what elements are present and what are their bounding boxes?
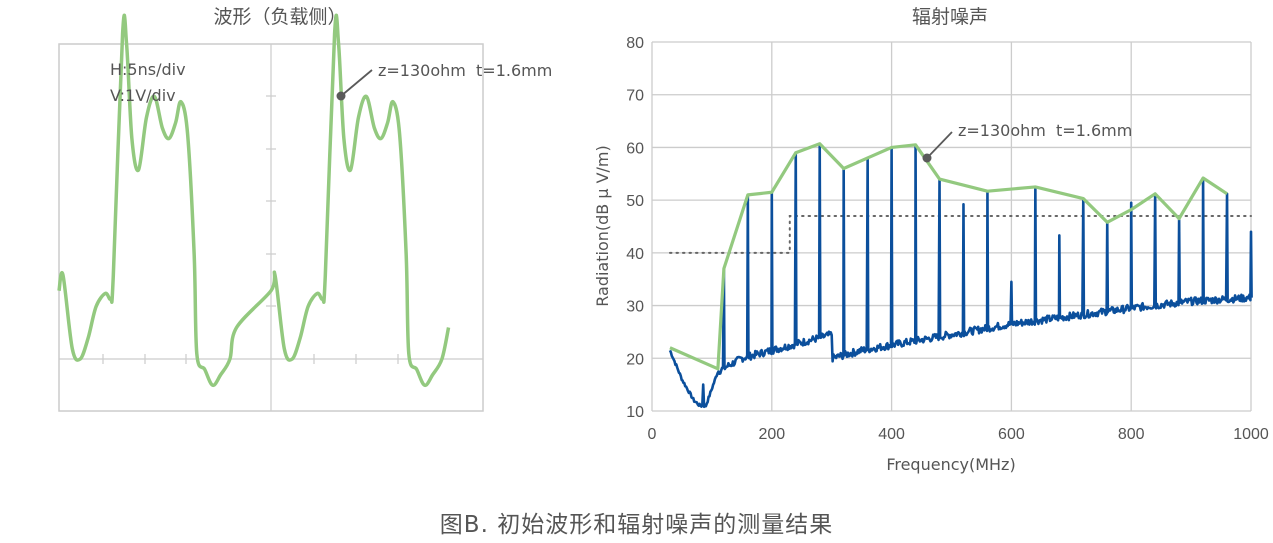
radiation-callout-marker (922, 153, 932, 163)
x-axis-label: Frequency(MHz) (886, 455, 1015, 474)
waveform-trace (57, 13, 451, 388)
radiation-chart-title: 辐射噪声 (911, 6, 988, 28)
svg-text:60: 60 (626, 140, 644, 157)
waveform-callout-line (340, 69, 373, 97)
waveform-chart: H:5ns/div V:1V/div z=130ohm t=1.6mm (57, 13, 552, 412)
svg-text:30: 30 (626, 299, 644, 316)
limit-line (668, 214, 1252, 254)
waveform-series-label: z=130ohm t=1.6mm (378, 61, 552, 80)
radiation-x-tick-labels: 0 200 400 600 800 1000 (648, 426, 1269, 443)
svg-text:200: 200 (758, 426, 785, 443)
svg-text:400: 400 (878, 426, 905, 443)
svg-text:1000: 1000 (1233, 426, 1269, 443)
horizontal-scale-label: H:5ns/div (110, 60, 186, 79)
radiation-grid (651, 41, 1252, 412)
radiation-chart: 10 20 30 40 50 60 70 80 0 200 400 600 800 1000 z=130… (593, 35, 1269, 474)
waveform-callout-marker (336, 91, 346, 101)
svg-text:0: 0 (648, 426, 657, 443)
svg-text:40: 40 (626, 246, 644, 263)
radiation-callout-line (926, 131, 953, 159)
figure-caption: 图B. 初始波形和辐射噪声的测量结果 (439, 512, 834, 538)
radiation-y-tick-labels: 10 20 30 40 50 60 70 80 (626, 35, 644, 421)
svg-text:20: 20 (626, 351, 644, 368)
svg-text:10: 10 (626, 404, 644, 421)
radiation-series-label: z=130ohm t=1.6mm (958, 121, 1132, 140)
waveform-chart-title: 波形（负载侧） (213, 6, 347, 28)
svg-text:70: 70 (626, 88, 644, 105)
waveform-axis-ticks (102, 95, 399, 364)
y-axis-label: Radiation(dB μ V/m) (593, 145, 612, 307)
svg-text:50: 50 (626, 193, 644, 210)
envelope-trace (669, 142, 1228, 371)
svg-text:800: 800 (1118, 426, 1145, 443)
vertical-scale-label: V:1V/div (110, 86, 176, 105)
spectrum-trace (668, 142, 1253, 409)
svg-text:600: 600 (998, 426, 1025, 443)
svg-text:80: 80 (626, 35, 644, 52)
